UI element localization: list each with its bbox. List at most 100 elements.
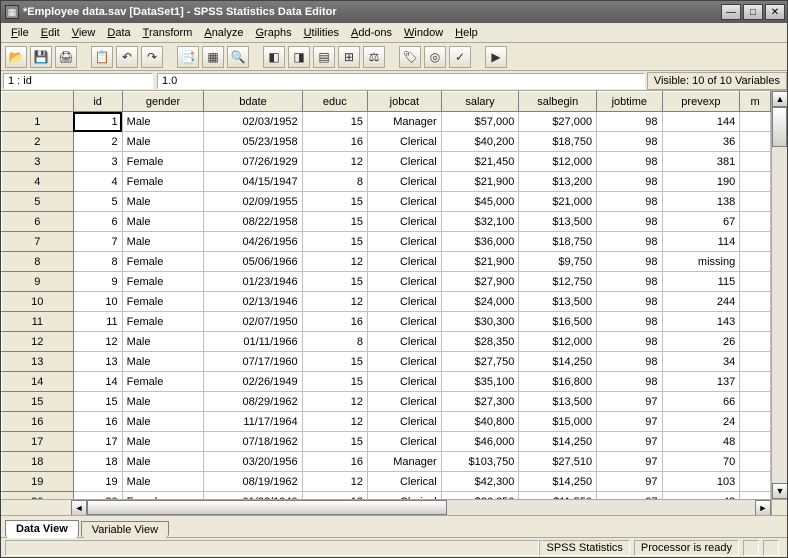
cell-m[interactable] [740,252,771,272]
toolbtn-select-icon[interactable]: ⊞ [338,46,360,68]
col-header-id[interactable]: id [73,92,122,112]
cell-salbegin[interactable]: $12,000 [519,332,597,352]
cell-jobcat[interactable]: Clerical [368,312,442,332]
cell-bdate[interactable]: 04/15/1947 [204,172,302,192]
menu-utilities[interactable]: Utilities [298,25,345,41]
cell-prevexp[interactable]: 138 [662,192,740,212]
cell-salary[interactable]: $45,000 [441,192,519,212]
cell-bdate[interactable]: 02/03/1952 [204,112,302,132]
cell-m[interactable] [740,272,771,292]
row-header[interactable]: 16 [2,412,74,432]
cell-jobtime[interactable]: 98 [597,292,662,312]
cell-m[interactable] [740,312,771,332]
cell-id[interactable]: 10 [73,292,122,312]
cell-educ[interactable]: 15 [302,352,367,372]
cell-gender[interactable]: Female [122,152,204,172]
cell-salbegin[interactable]: $18,750 [519,132,597,152]
cell-id[interactable]: 20 [73,492,122,500]
cell-m[interactable] [740,112,771,132]
cell-id[interactable]: 11 [73,312,122,332]
cell-id[interactable]: 6 [73,212,122,232]
cell-id[interactable]: 13 [73,352,122,372]
cell-educ[interactable]: 8 [302,332,367,352]
cell-salbegin[interactable]: $27,000 [519,112,597,132]
cell-salbegin[interactable]: $27,510 [519,452,597,472]
cell-gender[interactable]: Male [122,332,204,352]
cell-m[interactable] [740,432,771,452]
cell-salary[interactable]: $30,300 [441,312,519,332]
menu-graphs[interactable]: Graphs [249,25,297,41]
cell-jobtime[interactable]: 97 [597,452,662,472]
cell-educ[interactable]: 16 [302,452,367,472]
cell-m[interactable] [740,352,771,372]
maximize-button[interactable]: □ [743,4,763,20]
cell-salary[interactable]: $32,100 [441,212,519,232]
toolbtn-insert-var-icon[interactable]: ◨ [288,46,310,68]
cell-prevexp[interactable]: 115 [662,272,740,292]
toolbtn-run-icon[interactable]: ▶ [485,46,507,68]
cell-m[interactable] [740,372,771,392]
cell-jobcat[interactable]: Clerical [368,332,442,352]
cell-id[interactable]: 17 [73,432,122,452]
cell-bdate[interactable]: 02/26/1949 [204,372,302,392]
cell-m[interactable] [740,212,771,232]
cell-educ[interactable]: 12 [302,412,367,432]
cell-jobtime[interactable]: 98 [597,252,662,272]
scroll-thumb-h[interactable] [87,500,447,515]
cell-gender[interactable]: Male [122,392,204,412]
toolbtn-vars-icon[interactable]: ▦ [202,46,224,68]
row-header[interactable]: 2 [2,132,74,152]
cell-jobcat[interactable]: Clerical [368,392,442,412]
cell-salary[interactable]: $40,800 [441,412,519,432]
row-header[interactable]: 20 [2,492,74,500]
col-header-bdate[interactable]: bdate [204,92,302,112]
row-header[interactable]: 13 [2,352,74,372]
cell-jobcat[interactable]: Clerical [368,492,442,500]
row-header[interactable]: 9 [2,272,74,292]
cell-prevexp[interactable]: 26 [662,332,740,352]
cell-jobcat[interactable]: Clerical [368,272,442,292]
scroll-left-icon[interactable]: ◄ [71,500,87,516]
cell-educ[interactable]: 12 [302,392,367,412]
cell-salary[interactable]: $42,300 [441,472,519,492]
cell-jobtime[interactable]: 98 [597,312,662,332]
menu-file[interactable]: File [5,25,35,41]
cell-id[interactable]: 15 [73,392,122,412]
cell-prevexp[interactable]: 244 [662,292,740,312]
cell-prevexp[interactable]: 34 [662,352,740,372]
row-header[interactable]: 11 [2,312,74,332]
cell-jobtime[interactable]: 98 [597,212,662,232]
cell-gender[interactable]: Female [122,172,204,192]
cell-prevexp[interactable]: 103 [662,472,740,492]
cell-bdate[interactable]: 04/26/1956 [204,232,302,252]
cell-gender[interactable]: Male [122,192,204,212]
toolbtn-use-sets-icon[interactable]: ◎ [424,46,446,68]
cell-jobtime[interactable]: 98 [597,132,662,152]
cell-educ[interactable]: 8 [302,172,367,192]
toolbtn-print-icon[interactable]: 🖨 [55,46,77,68]
cell-bdate[interactable]: 03/20/1956 [204,452,302,472]
cell-jobtime[interactable]: 98 [597,232,662,252]
cell-educ[interactable]: 15 [302,232,367,252]
row-header[interactable]: 12 [2,332,74,352]
menu-edit[interactable]: Edit [35,25,66,41]
menu-view[interactable]: View [66,25,102,41]
cell-jobcat[interactable]: Clerical [368,252,442,272]
cell-jobtime[interactable]: 97 [597,412,662,432]
cell-id[interactable]: 12 [73,332,122,352]
scroll-right-icon[interactable]: ► [755,500,771,516]
cell-educ[interactable]: 12 [302,472,367,492]
cell-jobtime[interactable]: 98 [597,372,662,392]
scroll-up-icon[interactable]: ▲ [772,91,787,107]
cell-educ[interactable]: 12 [302,292,367,312]
cell-gender[interactable]: Female [122,272,204,292]
cell-bdate[interactable]: 01/23/1940 [204,492,302,500]
cell-id[interactable]: 19 [73,472,122,492]
row-header[interactable]: 6 [2,212,74,232]
scroll-down-icon[interactable]: ▼ [772,483,787,499]
toolbtn-value-labels-icon[interactable]: 🏷 [399,46,421,68]
cell-educ[interactable]: 15 [302,112,367,132]
cell-m[interactable] [740,152,771,172]
cell-jobcat[interactable]: Clerical [368,152,442,172]
cell-jobcat[interactable]: Clerical [368,212,442,232]
